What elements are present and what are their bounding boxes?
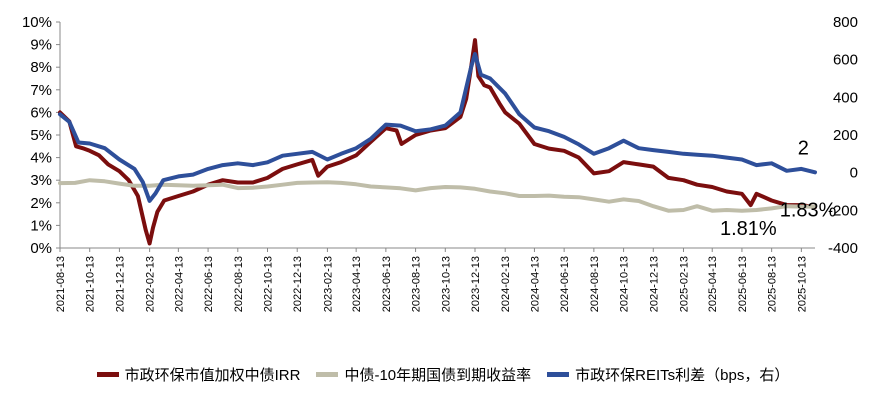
x-tick-label: 2022-04-13 xyxy=(173,256,185,312)
x-tick-label: 2023-08-13 xyxy=(411,256,423,312)
y-left-tick-label: 10% xyxy=(22,14,52,31)
legend-swatch-irr xyxy=(96,371,119,377)
x-tick-label: 2024-04-13 xyxy=(529,256,541,312)
y-left-tick-label: 7% xyxy=(30,82,52,99)
annotation-label: 1.83% xyxy=(780,200,837,222)
x-tick-label: 2023-04-13 xyxy=(351,256,363,312)
x-tick-label: 2025-10-13 xyxy=(796,256,808,312)
x-tick-label: 2022-06-13 xyxy=(203,256,215,312)
y-right-tick-label: 800 xyxy=(833,14,858,31)
annotation-label: 1.81% xyxy=(720,218,777,240)
x-tick-label: 2023-10-13 xyxy=(440,256,452,312)
legend-label-irr: 市政环保市值加权中债IRR xyxy=(124,366,301,384)
series-line-1 xyxy=(58,178,817,213)
x-tick-label: 2025-08-13 xyxy=(767,256,779,312)
x-tick-label: 2023-06-13 xyxy=(381,256,393,312)
x-tick-label: 2024-06-13 xyxy=(559,256,571,312)
y-left-tick-label: 9% xyxy=(30,37,52,54)
chart-legend: 市政环保市值加权中债IRR 中债-10年期国债到期收益率 市政环保REITs利差… xyxy=(0,360,886,388)
x-tick-label: 2025-02-13 xyxy=(678,256,690,312)
series-line-0 xyxy=(58,38,817,246)
x-tick-label: 2022-12-13 xyxy=(292,256,304,312)
x-tick-label: 2023-12-13 xyxy=(470,256,482,312)
legend-item-irr: 市政环保市值加权中债IRR xyxy=(96,364,301,385)
y-left-tick-label: 8% xyxy=(30,59,52,76)
x-tick-label: 2023-02-13 xyxy=(322,256,334,312)
annotation-layer: 2 1.83%1.81% xyxy=(720,137,837,240)
x-tick-label: 2021-08-13 xyxy=(55,256,67,312)
x-tick-label: 2022-10-13 xyxy=(263,256,275,312)
y-left-tick-label: 4% xyxy=(30,150,52,167)
series-layer xyxy=(58,38,817,246)
x-tick-label: 2024-12-13 xyxy=(648,256,660,312)
y-right-tick-label: 0 xyxy=(850,165,858,182)
series-line-2 xyxy=(58,52,817,203)
legend-swatch-spread xyxy=(547,371,570,377)
legend-item-treasury: 中债-10年期国债到期收益率 xyxy=(316,364,531,385)
x-tick-label: 2025-06-13 xyxy=(737,256,749,312)
x-tick-label: 2022-08-13 xyxy=(233,256,245,312)
chart-axes: 0% 1% 2% 3% 4% 5% 6% 7% 8% 9% 10% -400 -200 0 200 400 60… xyxy=(22,14,858,312)
legend-label-spread: 市政环保REITs利差（bps，右） xyxy=(575,366,790,384)
y-right-tick-label: 400 xyxy=(833,89,858,106)
legend-label-treasury: 中债-10年期国债到期收益率 xyxy=(344,366,532,384)
y-left-tick-label: 5% xyxy=(30,127,52,144)
x-tick-label: 2024-10-13 xyxy=(619,256,631,312)
x-tick-label: 2024-08-13 xyxy=(589,256,601,312)
y-right-tick-label: 200 xyxy=(833,127,858,144)
annotation-label: 2 xyxy=(798,137,809,159)
y-left-tick-label: 0% xyxy=(30,240,52,257)
y-left-tick-label: 6% xyxy=(30,104,52,121)
y-right-tick-label: -200 xyxy=(828,202,858,219)
x-tick-label: 2021-10-13 xyxy=(85,256,97,312)
x-tick-label: 2024-02-13 xyxy=(500,256,512,312)
x-tick-label: 2021-12-13 xyxy=(114,256,126,312)
y-left-tick-label: 1% xyxy=(30,217,52,234)
y-left-tick-label: 2% xyxy=(30,195,52,212)
y-right-tick-label: -400 xyxy=(828,240,858,257)
x-tick-label: 2022-02-13 xyxy=(145,256,157,312)
y-left-tick-label: 3% xyxy=(30,172,52,189)
legend-item-spread: 市政环保REITs利差（bps，右） xyxy=(547,364,789,385)
x-tick-label: 2025-04-13 xyxy=(707,256,719,312)
y-right-tick-label: 600 xyxy=(833,52,858,69)
legend-swatch-treasury xyxy=(316,371,339,377)
